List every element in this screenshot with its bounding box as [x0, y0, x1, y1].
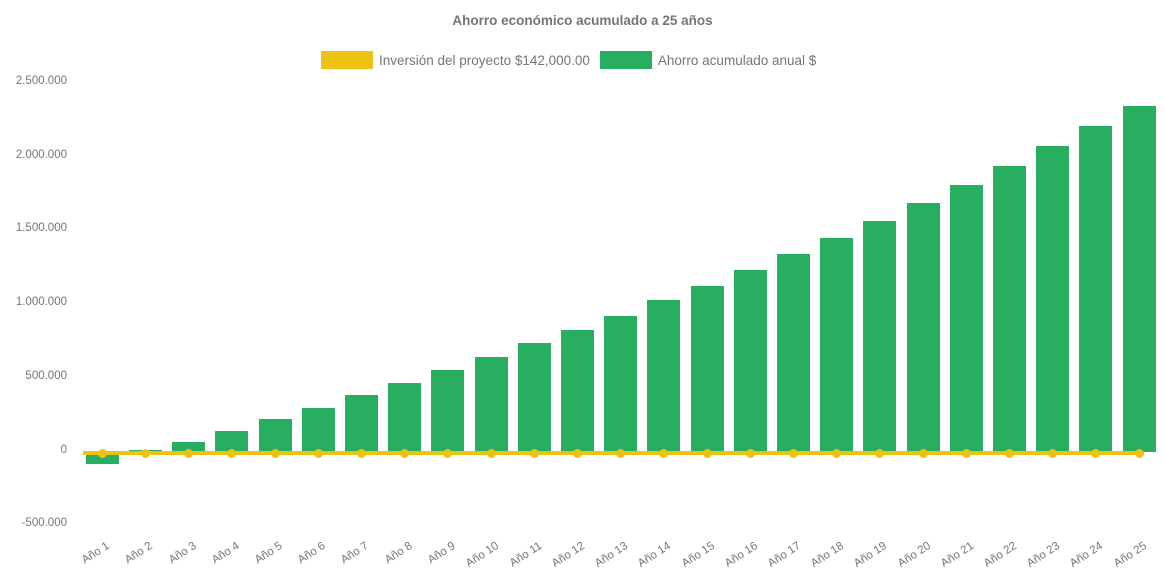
x-axis-label-ano-10: Año 10	[463, 540, 501, 570]
bar-ano-23	[1036, 146, 1070, 452]
x-axis-label-ano-5: Año 5	[252, 540, 285, 567]
x-axis-label-ano-8: Año 8	[382, 540, 415, 567]
line-dot-ano-23	[1048, 448, 1058, 458]
x-axis-label-ano-12: Año 12	[549, 540, 588, 570]
y-axis-tick-1.500.000: 1.500.000	[15, 222, 67, 235]
line-dot-ano-16	[745, 448, 755, 458]
bar-ano-5	[258, 419, 292, 452]
line-dot-ano-24	[1091, 448, 1101, 458]
bar-ano-16	[733, 270, 767, 452]
legend-item-investment: Inversión del proyecto $142,000.00	[321, 51, 590, 69]
x-axis-label-ano-19: Año 19	[852, 540, 890, 570]
legend-swatch-savings	[599, 51, 652, 69]
line-dot-ano-25	[1134, 448, 1144, 458]
bar-ano-14	[647, 300, 681, 452]
line-dot-ano-10	[486, 448, 496, 458]
line-dot-ano-14	[659, 448, 669, 458]
line-dot-ano-8	[400, 448, 410, 458]
x-axis-label-ano-15: Año 15	[679, 540, 717, 570]
line-dot-ano-6	[313, 448, 323, 458]
x-axis-label-ano-3: Año 3	[166, 540, 199, 567]
line-dot-ano-20	[918, 448, 928, 458]
line-dot-ano-9	[443, 448, 453, 458]
line-dot-ano-21	[961, 448, 971, 458]
bar-ano-25	[1122, 105, 1156, 452]
line-dot-ano-3	[184, 448, 194, 458]
x-axis-label-ano-25: Año 25	[1111, 540, 1149, 570]
line-dot-ano-13	[616, 448, 626, 458]
bar-ano-8	[388, 382, 422, 452]
line-dot-ano-4	[227, 448, 237, 458]
line-dot-ano-12	[573, 448, 582, 458]
y-axis-tick-2.500.000: 2.500.000	[15, 75, 67, 87]
x-axis-label-ano-16: Año 16	[722, 540, 760, 570]
x-axis-label-ano-17: Año 17	[765, 540, 804, 570]
bar-ano-4	[215, 430, 249, 452]
x-axis-label-ano-18: Año 18	[809, 540, 847, 570]
x-axis-label-ano-11: Año 11	[507, 540, 544, 570]
legend-label-investment: Inversión del proyecto $142,000.00	[379, 52, 590, 68]
line-dot-ano-11	[529, 448, 539, 458]
x-axis-label-ano-1: Año 1	[80, 540, 112, 567]
legend-swatch-investment	[321, 51, 373, 69]
x-axis-label-ano-20: Año 20	[895, 540, 933, 570]
x-axis-label-ano-6: Año 6	[296, 540, 328, 567]
line-dot-ano-19	[875, 448, 885, 458]
bar-ano-24	[1079, 125, 1113, 452]
x-axis-label-ano-2: Año 2	[123, 540, 156, 567]
bar-ano-6	[301, 407, 335, 452]
y-axis-tick-1.000.000: 1.000.000	[15, 296, 67, 309]
y-axis-tick--500.000: -500.000	[21, 517, 67, 530]
y-axis-tick-2.000.000: 2.000.000	[15, 148, 67, 161]
x-axis-label-ano-21: Año 21	[938, 540, 976, 570]
bar-ano-21	[949, 184, 983, 452]
x-axis-label-ano-4: Año 4	[209, 540, 242, 567]
bar-ano-22	[993, 165, 1026, 452]
bar-ano-3	[172, 441, 206, 452]
line-dot-ano-5	[270, 448, 280, 458]
bar-ano-20	[906, 203, 940, 452]
x-axis-label-ano-9: Año 9	[425, 540, 458, 567]
bar-ano-19	[863, 220, 897, 452]
bar-ano-9	[431, 370, 465, 452]
bar-ano-10	[474, 357, 508, 452]
legend-item-savings: Ahorro acumulado anual $	[599, 51, 817, 69]
line-dot-ano-22	[1005, 448, 1014, 458]
y-axis-tick-0: 0	[60, 443, 67, 456]
legend: Inversión del proyecto $142,000.00 Ahorr…	[321, 51, 816, 69]
investment-line	[83, 451, 1143, 455]
x-axis-label-ano-14: Año 14	[636, 540, 674, 570]
bar-ano-17	[777, 253, 810, 452]
line-dot-ano-1	[97, 448, 107, 458]
line-dot-ano-18	[832, 448, 842, 458]
x-axis-label-ano-24: Año 24	[1068, 540, 1106, 570]
legend-label-savings: Ahorro acumulado anual $	[657, 52, 817, 68]
bar-ano-13	[604, 315, 638, 452]
line-dot-ano-15	[702, 448, 712, 458]
bar-ano-7	[345, 394, 378, 452]
x-axis-label-ano-23: Año 23	[1025, 540, 1063, 570]
line-dot-ano-17	[789, 448, 798, 458]
bar-ano-15	[690, 285, 724, 452]
bar-ano-12	[561, 329, 594, 452]
x-axis-label-ano-7: Año 7	[339, 540, 372, 567]
x-axis-label-ano-22: Año 22	[981, 540, 1020, 570]
y-axis-tick-500.000: 500.000	[25, 369, 67, 382]
x-axis-label-ano-13: Año 13	[593, 540, 631, 570]
line-dot-ano-2	[141, 448, 150, 458]
line-dot-ano-7	[357, 448, 366, 458]
bar-ano-11	[517, 343, 551, 452]
bar-ano-18	[820, 237, 854, 452]
chart-title: Ahorro económico acumulado a 25 años	[452, 13, 713, 28]
